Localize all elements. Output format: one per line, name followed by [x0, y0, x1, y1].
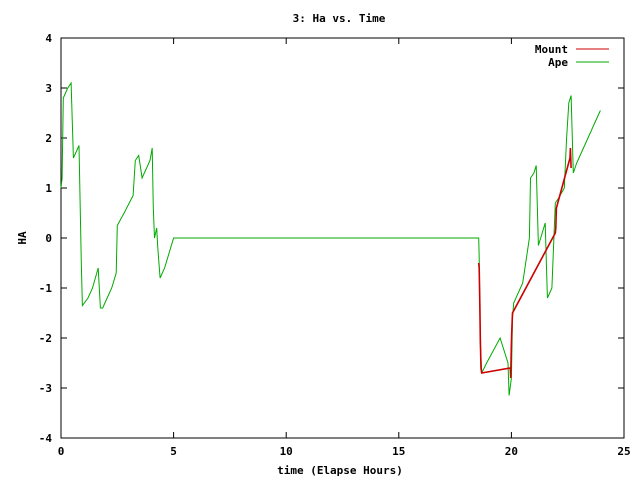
y-tick-label: -1 [39, 282, 53, 295]
x-tick-label: 15 [392, 445, 405, 458]
legend-label-mount: Mount [535, 43, 568, 56]
x-tick-label: 25 [617, 445, 630, 458]
y-tick-label: 3 [45, 82, 52, 95]
y-axis-label: HA [16, 231, 29, 245]
x-tick-label: 20 [505, 445, 518, 458]
series-line-ape [60, 81, 601, 396]
x-tick-label: 0 [58, 445, 65, 458]
y-tick-label: 0 [45, 232, 52, 245]
x-axis-label: time (Elapse Hours) [277, 464, 403, 477]
y-tick-label: -2 [39, 332, 52, 345]
y-tick-label: -4 [39, 432, 53, 445]
legend-label-ape: Ape [548, 56, 568, 69]
x-tick-label: 5 [170, 445, 177, 458]
y-tick-label: 4 [45, 32, 52, 45]
axis-ticks: 0 5 10 15 20 25 -4 -3 -2 -1 0 1 2 3 4 [39, 32, 631, 458]
y-tick-label: -3 [39, 382, 52, 395]
series-line-mount [477, 147, 572, 379]
chart-title: 3: Ha vs. Time [293, 12, 386, 25]
series-lines [60, 81, 601, 396]
y-tick-label: 2 [45, 132, 52, 145]
y-tick-label: 1 [45, 182, 52, 195]
x-tick-label: 10 [280, 445, 293, 458]
